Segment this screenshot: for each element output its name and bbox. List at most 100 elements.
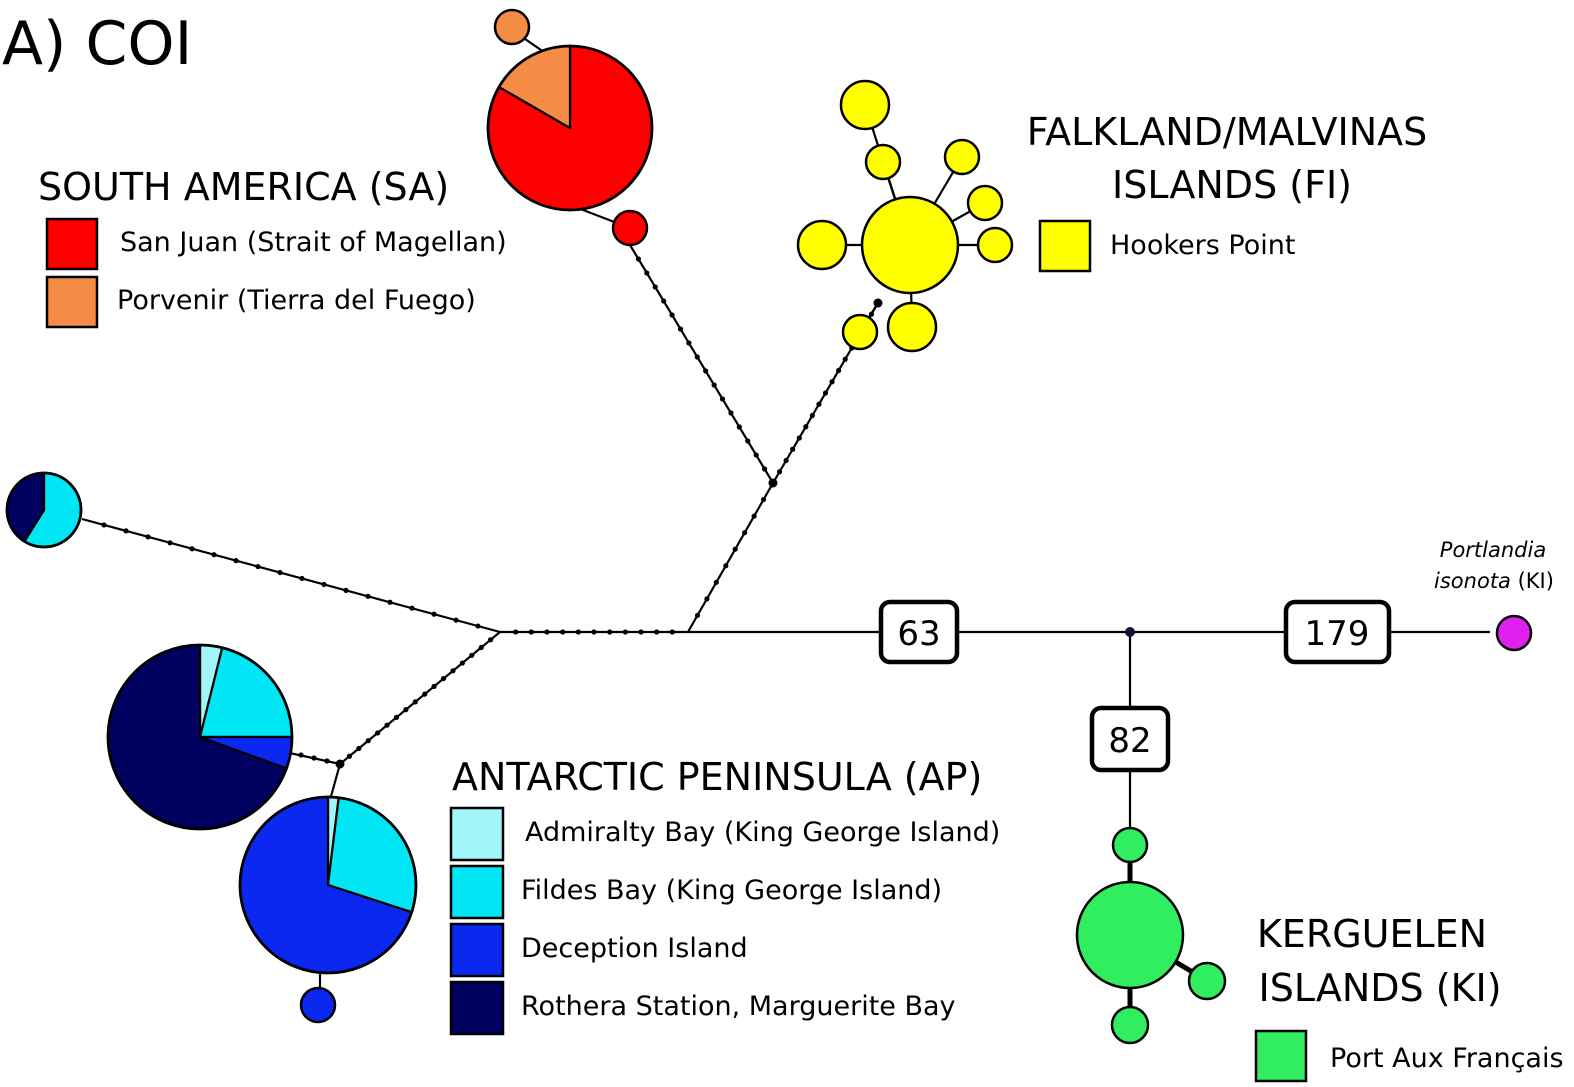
mutation-dot bbox=[719, 396, 726, 402]
mutation-dot bbox=[343, 587, 349, 593]
mutation-dot bbox=[686, 340, 692, 346]
mutation-dot bbox=[783, 457, 789, 464]
region-heading-south-america: SOUTH AMERICA (SA) bbox=[38, 165, 449, 209]
mutation-dot bbox=[431, 683, 437, 689]
mutation-dot bbox=[638, 629, 644, 635]
legend-antarctic: ANTARCTIC PENINSULA (AP) Admiralty Bay (… bbox=[449, 755, 1000, 1036]
legend-label-san-juan: San Juan (Strait of Magellan) bbox=[120, 227, 507, 258]
region-heading-falkland-line2: ISLANDS (FI) bbox=[1112, 163, 1352, 207]
haplotype-san-juan-satellite bbox=[611, 209, 649, 247]
mutation-dot bbox=[652, 284, 658, 290]
haplotype-porvenir-satellite bbox=[493, 8, 531, 46]
mutation-dot bbox=[478, 644, 484, 651]
mutation-dot bbox=[255, 563, 261, 570]
mutation-dot bbox=[703, 368, 709, 374]
mutation-dot bbox=[694, 612, 701, 619]
mutation-dot bbox=[375, 730, 381, 736]
legend-label-port-aux-francais: Port Aux Français bbox=[1330, 1043, 1564, 1074]
haplotype-falkland-satellite-5 bbox=[976, 226, 1014, 264]
mutation-step-dots bbox=[101, 256, 875, 764]
haplotype-falkland-satellite-4 bbox=[966, 184, 1004, 222]
haplotype-deception-main bbox=[238, 795, 418, 975]
mutation-dot bbox=[761, 466, 768, 472]
mutation-dot bbox=[803, 424, 809, 430]
mutation-dot bbox=[311, 755, 317, 761]
mutation-dot bbox=[829, 379, 835, 385]
edge-to-deception-haplotype bbox=[328, 763, 342, 801]
mutation-dot bbox=[167, 540, 173, 546]
mutation-dot bbox=[753, 452, 759, 458]
legend-label-hookers-point: Hookers Point bbox=[1110, 230, 1295, 261]
haplotype-kerguelen-satellite-right bbox=[1187, 961, 1227, 1001]
mutation-dot bbox=[742, 530, 748, 536]
mutation-dot bbox=[760, 496, 767, 503]
region-heading-kerguelen-line2: ISLANDS (KI) bbox=[1258, 966, 1501, 1010]
region-heading-falkland-line1: FALKLAND/MALVINAS bbox=[1027, 110, 1428, 154]
mutation-dot bbox=[453, 617, 459, 623]
mutation-dot bbox=[842, 356, 848, 362]
mutation-dot bbox=[836, 367, 842, 374]
junction-node-falkland bbox=[873, 298, 883, 308]
mutation-dot bbox=[356, 745, 362, 752]
junction-node-north bbox=[768, 478, 778, 488]
mutation-dot bbox=[704, 596, 710, 602]
sa-main-outline bbox=[486, 44, 654, 212]
mutation-dot bbox=[560, 629, 566, 635]
edge-to-junction bbox=[687, 482, 774, 633]
legend-swatch-san-juan bbox=[45, 217, 99, 271]
edge-to-antarctic-cluster bbox=[339, 631, 501, 765]
outgroup-locality: (KI) bbox=[1511, 569, 1554, 593]
mutation-dot bbox=[346, 753, 353, 759]
step-box-outgroup: 179 bbox=[1283, 599, 1392, 665]
rothera-main-outline bbox=[106, 643, 294, 831]
mutation-dot bbox=[751, 513, 757, 519]
haplotype-falkland-satellite-3 bbox=[943, 138, 981, 176]
mutation-dot bbox=[450, 668, 456, 674]
mutation-dot bbox=[711, 382, 717, 388]
haplotype-falkland-satellite-6 bbox=[796, 219, 848, 271]
mutation-dot bbox=[669, 629, 675, 635]
edge-to-fildes-rothera-haplotype bbox=[81, 517, 501, 634]
mutation-dot bbox=[868, 311, 875, 317]
mutation-dot bbox=[431, 611, 437, 617]
legend-kerguelen: KERGUELEN ISLANDS (KI) Port Aux Français bbox=[1254, 912, 1564, 1083]
haplotype-kerguelen-main bbox=[1075, 880, 1185, 990]
mutation-dot bbox=[365, 738, 371, 744]
mutation-dot bbox=[299, 575, 305, 582]
outgroup-species-line: isonota (KI) bbox=[1434, 569, 1554, 593]
legend-label-porvenir: Porvenir (Tierra del Fuego) bbox=[117, 285, 476, 316]
outgroup-label: Portlandia isonota (KI) bbox=[1434, 538, 1554, 593]
junction-node-antarctic bbox=[335, 759, 345, 769]
mutation-dot bbox=[475, 623, 481, 629]
mutation-dot bbox=[822, 390, 829, 396]
mutation-dot bbox=[513, 629, 519, 635]
mutation-dot bbox=[644, 270, 650, 276]
mutation-dot bbox=[422, 691, 428, 697]
haplotype-kerguelen-satellite-top bbox=[1111, 826, 1149, 864]
legend-swatch-fildes-bay bbox=[449, 864, 505, 920]
step-count-kerguelen: 82 bbox=[1108, 721, 1151, 761]
haplotype-fildes-rothera bbox=[5, 471, 83, 549]
legend-label-deception-island: Deception Island bbox=[521, 933, 748, 964]
haplotype-falkland-satellite-7 bbox=[886, 301, 938, 353]
legend-falkland: FALKLAND/MALVINAS ISLANDS (FI) Hookers P… bbox=[1027, 110, 1428, 273]
legend-swatch-porvenir bbox=[45, 275, 99, 329]
step-count-main: 63 bbox=[897, 614, 940, 654]
mutation-dot bbox=[736, 424, 742, 430]
mutation-dot bbox=[723, 563, 729, 569]
legend-label-fildes-bay: Fildes Bay (King George Island) bbox=[521, 875, 942, 906]
legend-swatch-rothera bbox=[449, 980, 505, 1036]
mutation-dot bbox=[622, 629, 628, 635]
haplotype-portlandia-outgroup bbox=[1495, 614, 1533, 652]
haplotype-falkland-satellite-8 bbox=[841, 313, 879, 351]
mutation-dot bbox=[528, 629, 534, 635]
mutation-dot bbox=[469, 652, 475, 658]
legend-swatch-port-aux-francais bbox=[1254, 1029, 1308, 1083]
legend-swatch-admiralty-bay bbox=[449, 806, 505, 862]
outgroup-genus: Portlandia bbox=[1440, 538, 1546, 562]
legend-swatch-deception-island bbox=[449, 922, 505, 978]
haplotype-south-america-main bbox=[486, 44, 654, 212]
legend-label-rothera: Rothera Station, Marguerite Bay bbox=[521, 991, 956, 1022]
haplotype-kerguelen-satellite-bottom bbox=[1110, 1005, 1150, 1045]
